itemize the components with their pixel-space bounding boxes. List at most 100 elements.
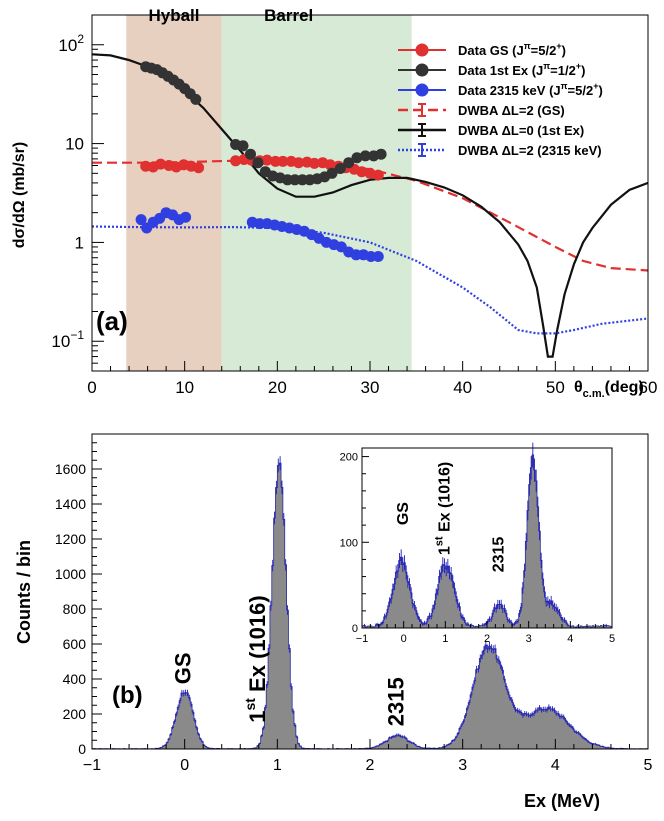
panel-a-x-label: θc.m.(deg) <box>574 379 644 400</box>
inset-y-ticks: 0 100 200 <box>340 452 369 635</box>
x-tick-label: 5 <box>644 757 653 774</box>
data-point-s0-12 <box>261 154 273 166</box>
legend-entry-5: DWBA ΔL=2 (2315 keV) <box>458 143 602 158</box>
x-tick-label: −1 <box>83 757 101 774</box>
x-tick-label: 50 <box>546 378 565 397</box>
angle-regions: Hyball Barrel <box>126 6 412 371</box>
data-point-s1-26 <box>351 152 363 164</box>
peak-label-gs: GS <box>170 652 195 684</box>
y-tick-label: 0 <box>78 741 86 757</box>
y-tick-label: 600 <box>63 636 87 652</box>
data-point-s1-29 <box>375 148 387 160</box>
inset-x-ticks: −1 0 1 2 3 4 5 <box>356 621 615 645</box>
data-point-s1-23 <box>326 167 338 179</box>
data-point-s2-7 <box>180 211 192 223</box>
panel-b-y-ticks: 0 200 400 600 800 1000 1200 1400 1600 <box>55 442 102 757</box>
data-point-s1-27 <box>359 150 371 162</box>
ex-histogram <box>91 456 649 750</box>
data-point-s0-18 <box>308 157 320 169</box>
inset-x-tick-label: 0 <box>401 633 407 645</box>
legend-marker-1 <box>415 63 429 77</box>
x-tick-label: 0 <box>87 378 96 397</box>
data-point-s0-20 <box>324 159 336 171</box>
inset-peak-labels: GS 1st Ex (1016) 2315 <box>395 462 508 573</box>
legend-entry-1: Data 1st Ex (Jπ=1/2+) <box>458 61 585 78</box>
data-point-s0-24 <box>356 166 368 178</box>
curve-0 <box>92 159 649 272</box>
data-point-s1-11 <box>237 140 249 152</box>
dwba-curves <box>91 53 649 358</box>
data-point-s0-2 <box>155 158 167 170</box>
inset-x-tick-label: −1 <box>356 633 369 645</box>
panel-a: Hyball Barrel 0 10 20 30 40 50 60 1 10 102 10−1 Da… <box>11 6 657 400</box>
x-tick-label: 30 <box>361 378 380 397</box>
inset-x-tick-label: 1 <box>442 633 448 645</box>
data-point-s1-12 <box>245 148 256 160</box>
data-point-s0-8 <box>230 155 242 167</box>
legend-entry-2: Data 2315 keV (Jπ=5/2+) <box>458 81 603 98</box>
legend-marker-0 <box>415 43 429 57</box>
x-tick-label: 10 <box>175 378 194 397</box>
panel-a-legend: Data GS (Jπ=5/2+) Data 1st Ex (Jπ=1/2+) Da… <box>398 41 603 158</box>
data-point-s2-25 <box>372 251 384 262</box>
data-point-s0-16 <box>293 157 305 169</box>
legend-entry-0: Data GS (Jπ=5/2+) <box>458 41 566 58</box>
data-point-s1-25 <box>343 157 355 169</box>
y-tick-label: 1200 <box>55 531 86 547</box>
legend-entry-4: DWBA ΔL=0 (1st Ex) <box>458 123 584 138</box>
data-point-s0-26 <box>372 169 384 181</box>
data-points <box>135 61 387 262</box>
inset-peak-label-1st-ex: 1st Ex (1016) <box>433 462 453 555</box>
y-tick-label-pow: 102 <box>58 32 84 55</box>
panel-b-peak-labels: GS 1st Ex (1016) 2315 <box>170 595 408 726</box>
y-tick-label: 1000 <box>55 566 86 582</box>
legend-marker-2 <box>415 83 429 97</box>
region-hyball <box>126 15 222 371</box>
x-tick-label: 60 <box>639 378 658 397</box>
panel-b-label: (b) <box>112 682 143 709</box>
curve-1 <box>91 53 649 358</box>
peak-label-2315: 2315 <box>384 677 409 726</box>
data-point-s1-9 <box>190 93 202 105</box>
inset-x-tick-label: 2 <box>484 633 490 645</box>
y-tick-label: 1600 <box>55 461 86 477</box>
y-tick-label: 1 <box>75 233 84 252</box>
inset-peak-label-2315: 2315 <box>491 537 508 573</box>
inset-x-tick-label: 3 <box>526 633 532 645</box>
histogram-errors <box>155 456 624 749</box>
legend-entry-3: DWBA ΔL=2 (GS) <box>458 103 565 118</box>
panel-a-y-ticks: 1 10 102 10−1 <box>51 14 104 372</box>
data-point-s1-13 <box>252 157 264 169</box>
x-tick-label: 40 <box>453 378 472 397</box>
peak-label-1st-ex: 1st Ex (1016) <box>242 595 270 722</box>
panel-a-x-ticks: 0 10 20 30 40 50 60 <box>87 361 657 397</box>
inset-y-tick-label: 0 <box>352 623 358 635</box>
data-point-s1-24 <box>334 163 346 174</box>
panel-a-y-label: dσ/dΩ (mb/sr) <box>11 142 28 248</box>
inset-x-tick-label: 5 <box>609 633 615 645</box>
panel-b-x-label: Ex (MeV) <box>524 791 600 811</box>
inset-y-tick-label: 100 <box>340 537 358 549</box>
x-tick-label: 4 <box>551 757 560 774</box>
x-tick-label: 3 <box>458 757 467 774</box>
y-tick-label: 1400 <box>55 496 86 512</box>
histogram-errors <box>364 442 607 627</box>
y-tick-label: 400 <box>63 671 87 687</box>
y-tick-label-pow: 10−1 <box>51 328 84 351</box>
inset-y-tick-label: 200 <box>340 452 358 464</box>
data-point-s0-25 <box>364 167 376 179</box>
panel-a-label: (a) <box>96 306 128 336</box>
x-tick-label: 1 <box>273 757 282 774</box>
inset-peak-label-gs: GS <box>395 502 412 525</box>
y-tick-label: 200 <box>63 706 87 722</box>
data-point-s2-0 <box>135 214 147 226</box>
x-tick-label: 0 <box>180 757 189 774</box>
region-barrel <box>221 15 412 371</box>
data-point-s0-7 <box>193 162 205 174</box>
y-tick-label: 10 <box>65 135 84 154</box>
inset-x-tick-label: 4 <box>567 633 573 645</box>
panel-b-y-label: Counts / bin <box>14 540 34 644</box>
